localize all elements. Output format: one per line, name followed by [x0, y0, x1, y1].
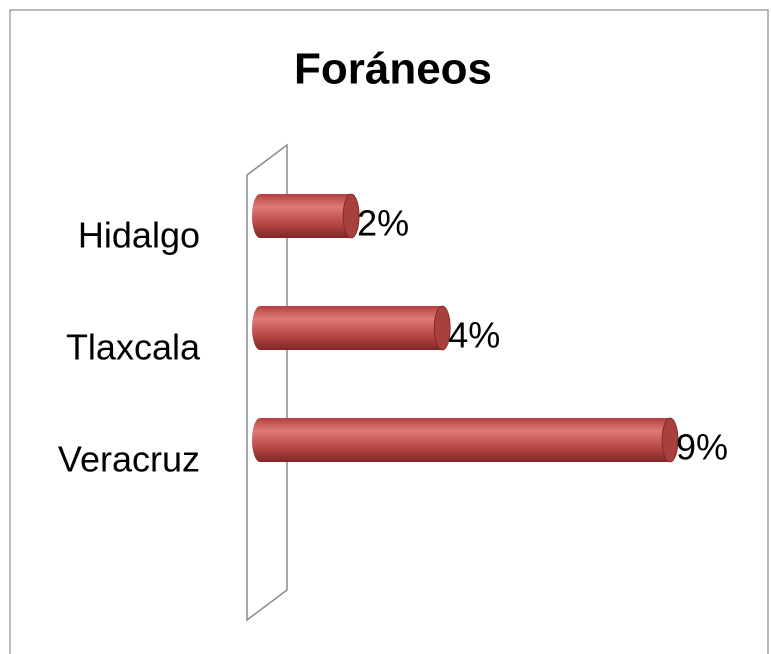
value-label: 2% [357, 203, 409, 244]
bar [252, 418, 678, 462]
chart-title: Foráneos [294, 45, 492, 94]
bar-cap [661, 417, 679, 463]
bar-cap [433, 305, 451, 351]
bar [252, 306, 451, 350]
bar [252, 194, 360, 238]
axis-wall [246, 143, 288, 622]
value-label: 9% [676, 427, 728, 468]
value-label: 4% [448, 315, 500, 356]
chart-border [9, 9, 769, 654]
category-label: Hidalgo [78, 215, 200, 256]
category-label: Veracruz [58, 439, 200, 480]
bar-cap [342, 193, 360, 239]
category-label: Tlaxcala [66, 327, 201, 368]
